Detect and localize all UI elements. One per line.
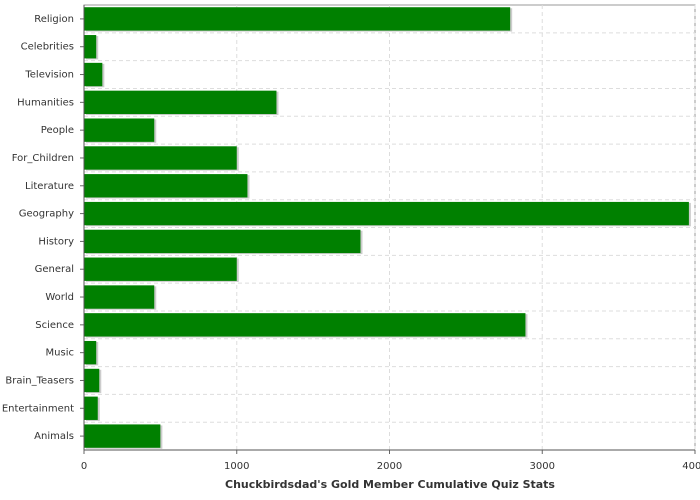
bar: [84, 35, 97, 59]
y-tick-label: Television: [24, 70, 74, 81]
bar: [84, 340, 97, 365]
bar: [84, 396, 98, 420]
y-tick-label: History: [38, 236, 74, 247]
y-tick-label: People: [41, 125, 74, 136]
y-tick-label: Celebrities: [21, 42, 74, 53]
y-tick-label: Science: [35, 320, 74, 331]
y-tick-label: Brain_Teasers: [5, 375, 74, 386]
y-tick-label: For_Children: [12, 153, 74, 164]
x-tick-label: 0: [81, 461, 87, 472]
bar: [84, 146, 237, 170]
x-axis-title: Chuckbirdsdad's Gold Member Cumulative Q…: [225, 478, 555, 491]
bar: [84, 285, 155, 309]
y-tick-label: World: [45, 292, 74, 303]
bar: [84, 229, 361, 254]
bar: [84, 313, 526, 337]
x-tick-label: 2000: [377, 461, 402, 472]
x-tick-label: 3000: [530, 461, 555, 472]
y-tick-label: Music: [46, 348, 74, 359]
y-tick-label: Animals: [34, 431, 74, 442]
y-tick-label: Entertainment: [2, 403, 74, 414]
y-tick-label: Literature: [25, 181, 74, 192]
y-tick-label: Religion: [34, 14, 74, 25]
bar: [84, 90, 277, 115]
bar: [84, 257, 237, 281]
x-tick-label: 1000: [224, 461, 249, 472]
x-tick-label: 4000: [682, 461, 700, 472]
y-tick-label: General: [35, 264, 74, 275]
bar: [84, 7, 511, 31]
bar: [84, 62, 103, 87]
bar: [84, 118, 155, 142]
bar: [84, 368, 100, 393]
bar: [84, 201, 689, 226]
y-tick-label: Humanities: [17, 97, 74, 108]
bar: [84, 174, 248, 198]
y-tick-label: Geography: [19, 209, 74, 220]
bar: [84, 424, 161, 448]
